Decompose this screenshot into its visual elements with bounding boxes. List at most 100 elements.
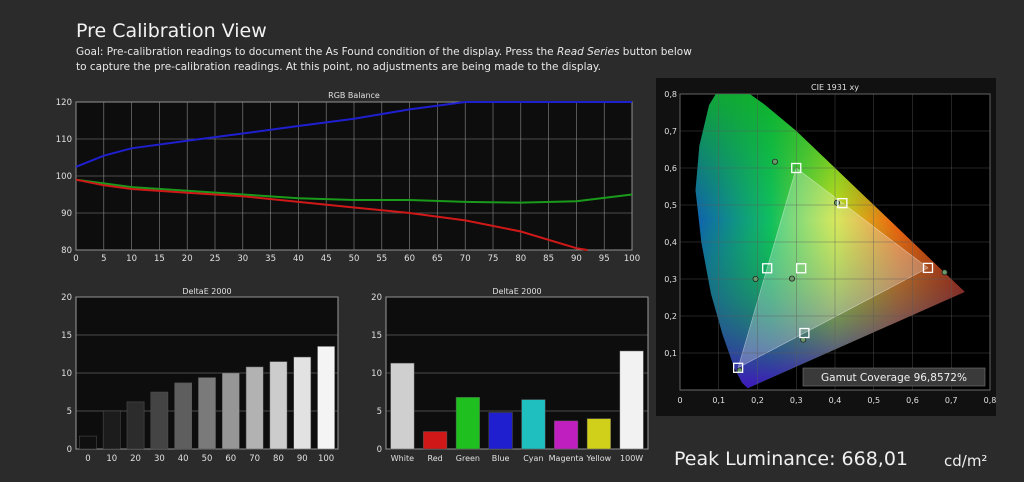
color-deltae-ytick-label: 0 xyxy=(377,445,382,455)
grayscale-deltae-ytick-label: 10 xyxy=(61,369,72,379)
rgb-xtick-label: 55 xyxy=(376,254,387,264)
cie-target-marker xyxy=(732,362,744,373)
cie-target-marker xyxy=(837,198,848,209)
grayscale-deltae-category-label: 70 xyxy=(249,454,260,464)
rgb-xtick-label: 95 xyxy=(599,254,610,264)
cie-svg: CIE 1931 xy 0 0,1 0,2 0,3 0,4 0,5 0,6 0,7 0,8 0,1 0… xyxy=(664,83,996,405)
grayscale-deltae-ytick-label: 20 xyxy=(61,293,72,303)
rgb-xtick-label: 80 xyxy=(515,254,526,264)
cie-locus-shading xyxy=(695,94,965,389)
rgb-ytick-label: 120 xyxy=(56,98,72,108)
cie-xtick-label: 0,1 xyxy=(712,396,725,405)
cie-measured-point xyxy=(771,158,778,165)
color-deltae-category-label: Magenta xyxy=(549,454,584,463)
cie-ytick-label: 0,8 xyxy=(664,90,677,99)
rgb-xtick-label: 30 xyxy=(237,254,248,264)
cie-target-marker xyxy=(799,327,810,339)
rgb-ytick-label: 110 xyxy=(56,135,72,145)
grayscale-deltae-category-label: 40 xyxy=(178,454,189,464)
rgb-xtick-label: 15 xyxy=(154,254,165,264)
color-deltae-category-label: White xyxy=(391,454,414,463)
grayscale-deltae-category-label: 60 xyxy=(225,454,236,464)
cie-xtick-label: 0,6 xyxy=(906,396,919,405)
grayscale-deltae-category-label: 20 xyxy=(130,454,141,464)
rgb-series-line-2 xyxy=(75,178,588,251)
cie-xtick-label: 0,3 xyxy=(790,396,803,405)
color-deltae-svg: DeltaE 2000 0 5 10 15 20 White Red Green Blue Cyan… xyxy=(371,287,649,463)
cie-chart: CIE 1931 xy 0 0,1 0,2 0,3 0,4 0,5 0,6 0,7 0,8 0,1 0… xyxy=(656,78,996,416)
grayscale-deltae-ytick-label: 0 xyxy=(67,445,72,455)
rgb-xtick-label: 5 xyxy=(101,254,106,264)
color-deltae-chart: DeltaE 2000 0 5 10 15 20 White Red Green Blue Cyan… xyxy=(350,284,650,474)
rgb-xtick-label: 25 xyxy=(210,254,221,264)
rgb-series-line-1 xyxy=(75,178,633,204)
cie-xtick-label: 0,2 xyxy=(751,396,764,405)
cie-ytick-label: 0,4 xyxy=(664,238,677,247)
grayscale-deltae-bar xyxy=(245,366,264,450)
goal-description: Goal: Pre-calibration readings to docume… xyxy=(76,45,696,75)
cie-title: CIE 1931 xy xyxy=(811,83,859,92)
cie-measured-point xyxy=(788,275,795,282)
rgb-xtick-label: 85 xyxy=(543,254,554,264)
color-deltae-ytick-label: 5 xyxy=(377,407,382,417)
grayscale-deltae-ytick-label: 5 xyxy=(67,407,72,417)
cie-xtick-label: 0,7 xyxy=(945,396,958,405)
cie-measured-point xyxy=(941,269,948,276)
rgb-xtick-label: 10 xyxy=(126,254,137,264)
color-deltae-bar xyxy=(554,420,579,450)
page-title: Pre Calibration View xyxy=(76,20,267,42)
grayscale-deltae-category-label: 50 xyxy=(202,454,213,464)
rgb-xtick-label: 20 xyxy=(182,254,193,264)
color-deltae-ytick-label: 15 xyxy=(371,331,382,341)
color-deltae-bar xyxy=(390,362,415,450)
grayscale-deltae-category-label: 80 xyxy=(273,454,284,464)
color-deltae-bar xyxy=(619,350,644,450)
gamut-coverage-box xyxy=(802,367,986,387)
grayscale-deltae-ytick-label: 15 xyxy=(61,331,72,341)
grayscale-deltae-bar xyxy=(79,435,97,450)
rgb-ytick-label: 90 xyxy=(61,209,72,219)
rgb-xtick-label: 70 xyxy=(460,254,471,264)
grayscale-deltae-svg: DeltaE 2000 0 5 10 15 20 0 10 20 30 40 50 60 70 80 90 10… xyxy=(61,287,339,464)
grayscale-deltae-bar xyxy=(150,391,169,450)
cie-ytick-label: 0,1 xyxy=(664,349,677,358)
color-deltae-category-label: Red xyxy=(428,454,443,463)
rgb-xtick-label: 0 xyxy=(73,254,78,264)
grayscale-deltae-category-label: 30 xyxy=(154,454,165,464)
color-deltae-ytick-label: 10 xyxy=(371,369,382,379)
color-deltae-bar xyxy=(455,397,480,450)
grayscale-deltae-title: DeltaE 2000 xyxy=(182,287,231,296)
color-deltae-category-label: Blue xyxy=(492,454,510,463)
grayscale-deltae-chart: DeltaE 2000 0 5 10 15 20 0 10 20 30 40 50 60 70 80 90 10… xyxy=(40,284,340,474)
cie-measured-point xyxy=(833,199,840,206)
cie-measured-point xyxy=(752,275,759,282)
color-deltae-ytick-label: 20 xyxy=(371,293,382,303)
cie-xtick-label: 0 xyxy=(677,396,682,405)
grayscale-deltae-category-label: 100 xyxy=(318,454,334,464)
rgb-xtick-label: 40 xyxy=(293,254,304,264)
rgb-xtick-label: 60 xyxy=(404,254,415,264)
rgb-xtick-label: 90 xyxy=(571,254,582,264)
gamut-coverage-label: Gamut Coverage 96,8572% xyxy=(821,372,967,384)
rgb-balance-title: RGB Balance xyxy=(328,91,380,100)
cie-target-marker xyxy=(796,263,807,274)
rgb-xtick-label: 50 xyxy=(349,254,360,264)
grayscale-deltae-category-label: 0 xyxy=(85,454,90,464)
cie-ytick-label: 0,2 xyxy=(664,312,677,321)
cie-target-marker xyxy=(791,162,802,174)
color-deltae-bar xyxy=(521,399,546,450)
peak-luminance-unit: cd/m² xyxy=(944,452,988,470)
peak-luminance-value: Peak Luminance: 668,01 xyxy=(674,448,909,470)
grayscale-deltae-bar xyxy=(126,401,145,450)
color-deltae-bar xyxy=(488,412,513,450)
grayscale-deltae-bar xyxy=(198,377,216,450)
grayscale-deltae-bar xyxy=(293,356,312,450)
rgb-ytick-label: 80 xyxy=(61,246,72,256)
rgb-xtick-label: 35 xyxy=(265,254,276,264)
goal-emphasis: Read Series xyxy=(556,46,620,58)
grayscale-deltae-bar xyxy=(221,372,240,450)
rgb-balance-svg: RGB Balance 80 90 100 110 120 0 5 10 15 20 25 30 35 40… xyxy=(56,91,640,264)
color-deltae-category-label: Cyan xyxy=(523,454,543,463)
color-deltae-bar xyxy=(423,431,448,450)
rgb-xtick-label: 65 xyxy=(432,254,443,264)
